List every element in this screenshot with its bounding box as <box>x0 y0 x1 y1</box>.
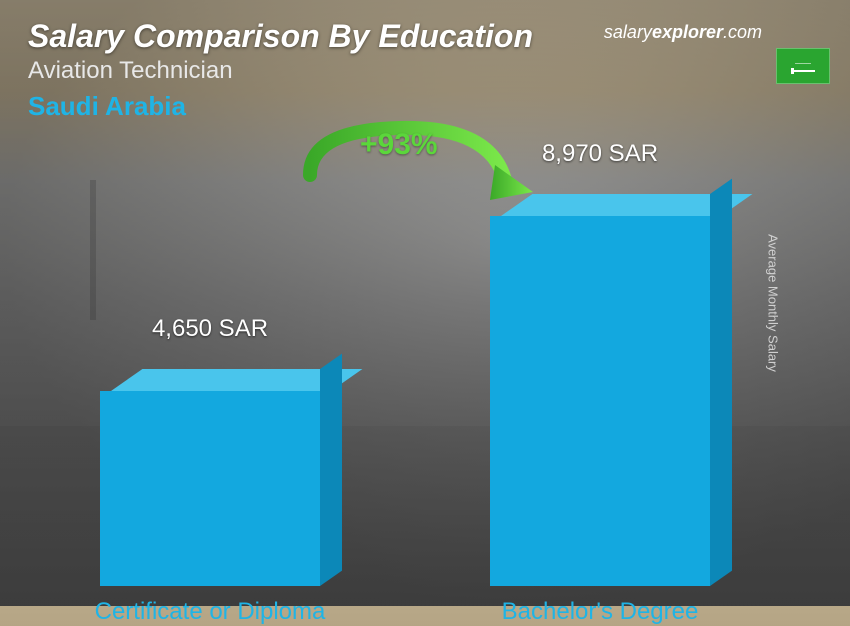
brand-suffix: explorer <box>652 22 723 42</box>
bar-front-face <box>490 216 710 586</box>
chart-title: Salary Comparison By Education <box>28 18 533 55</box>
bar-shape <box>100 369 320 586</box>
bar-certificate: 4,650 SAR <box>100 369 320 564</box>
brand-tld: .com <box>723 22 762 42</box>
flag-icon: ـــــــــ <box>781 53 825 79</box>
country-flag: ـــــــــ <box>776 48 830 84</box>
bar-chart: 4,650 SAR 8,970 SAR <box>60 160 800 564</box>
header: Salary Comparison By Education Aviation … <box>28 18 533 122</box>
bar-value-label: 8,970 SAR <box>490 140 710 168</box>
country-label: Saudi Arabia <box>28 91 533 122</box>
bar-side-face <box>710 179 732 586</box>
brand-prefix: salary <box>604 22 652 42</box>
bar-value-label: 4,650 SAR <box>100 315 320 343</box>
svg-text:ـــــــــ: ـــــــــ <box>794 60 811 66</box>
brand-logo: salaryexplorer.com <box>604 22 762 43</box>
chart-subtitle: Aviation Technician <box>28 57 533 85</box>
x-label-bachelor: Bachelor's Degree <box>470 598 730 626</box>
bar-bachelor: 8,970 SAR <box>490 194 710 564</box>
bar-shape <box>490 194 710 586</box>
bar-side-face <box>320 354 342 586</box>
x-label-certificate: Certificate or Diploma <box>80 598 340 626</box>
bar-front-face <box>100 391 320 586</box>
percent-increase-label: +93% <box>360 128 438 162</box>
